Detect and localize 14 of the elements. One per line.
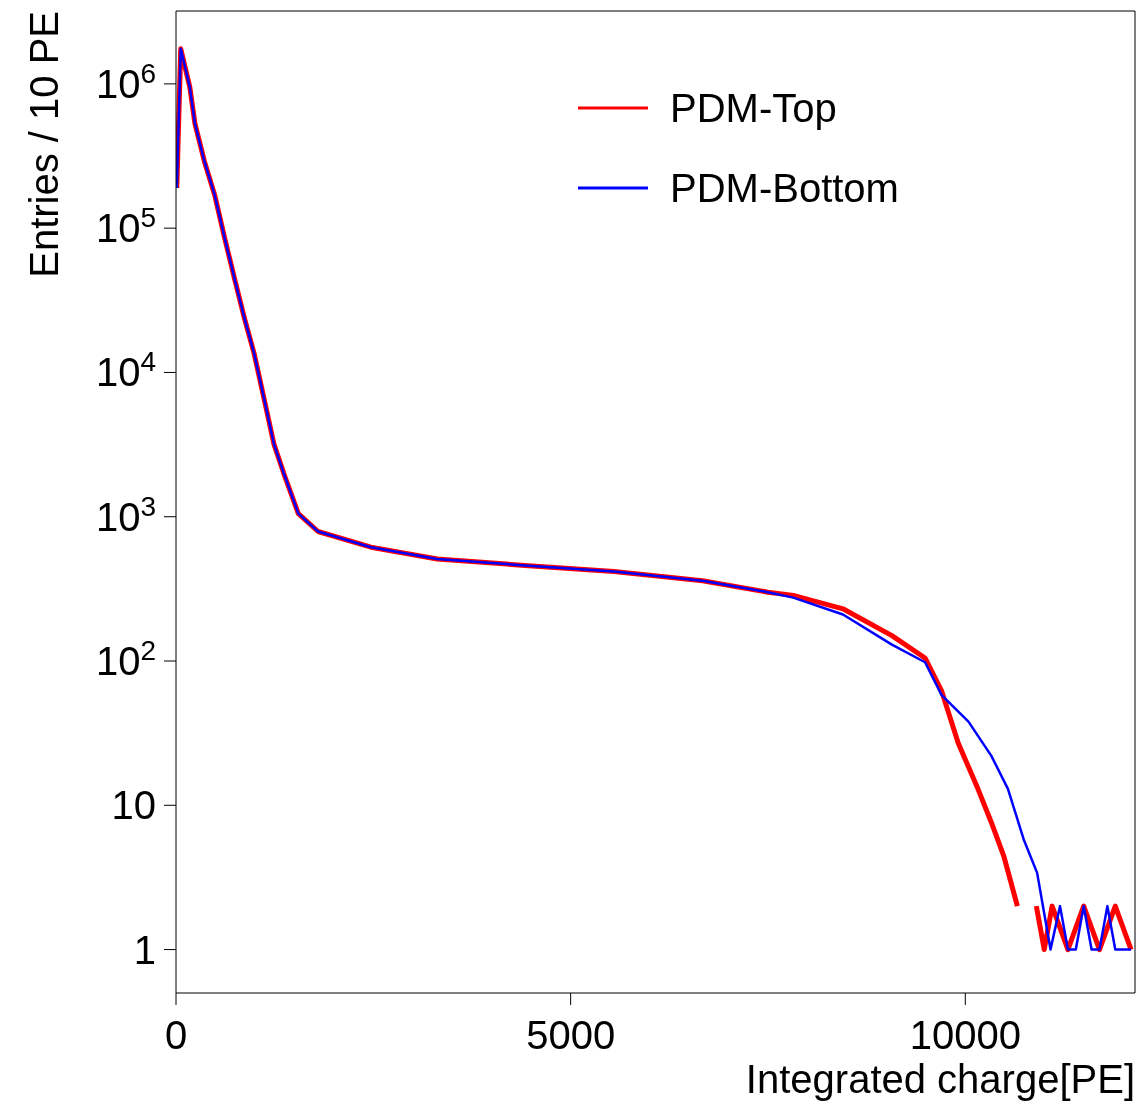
x-axis-title: Integrated charge[PE]: [745, 1057, 1135, 1101]
y-tick-label: 1: [133, 927, 156, 972]
y-tick-label: 10$^{5}$: [95, 201, 156, 251]
y-tick-label: 10$^{6}$: [95, 57, 156, 106]
legend-label: PDM-Top: [670, 85, 837, 131]
legend-label: PDM-Bottom: [670, 165, 899, 211]
x-tick-label: 0: [164, 1013, 188, 1057]
y-tick-label: 10$^{3}$: [95, 490, 156, 539]
y-tick-label: 10: [111, 783, 156, 828]
y-tick-label: 10$^{4}$: [95, 345, 156, 395]
x-tick-label: 10000: [909, 1013, 1021, 1057]
y-axis-title: Entries / 10 PE: [22, 11, 66, 278]
x-tick-label: 5000: [526, 1013, 616, 1057]
y-tick-label: 10$^{2}$: [95, 634, 156, 684]
